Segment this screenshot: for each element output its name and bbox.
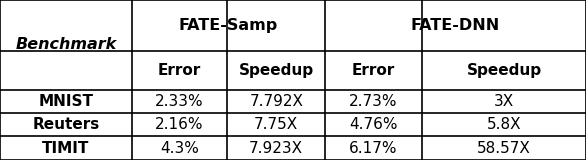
Text: FATE-Samp: FATE-Samp <box>179 18 278 33</box>
Text: 58.57X: 58.57X <box>477 141 531 156</box>
Text: 7.792X: 7.792X <box>249 94 304 109</box>
Text: Error: Error <box>158 63 201 78</box>
Text: Speedup: Speedup <box>466 63 541 78</box>
Text: 7.75X: 7.75X <box>254 117 298 132</box>
Text: Benchmark: Benchmark <box>15 37 117 52</box>
Text: 2.16%: 2.16% <box>155 117 204 132</box>
Text: Error: Error <box>352 63 395 78</box>
Text: Speedup: Speedup <box>239 63 314 78</box>
Text: 3X: 3X <box>494 94 514 109</box>
Text: 2.33%: 2.33% <box>155 94 204 109</box>
Text: MNIST: MNIST <box>39 94 93 109</box>
Text: 5.8X: 5.8X <box>486 117 522 132</box>
Text: Reuters: Reuters <box>32 117 100 132</box>
Text: 4.76%: 4.76% <box>349 117 398 132</box>
Text: 6.17%: 6.17% <box>349 141 398 156</box>
Text: TIMIT: TIMIT <box>42 141 90 156</box>
Text: 4.3%: 4.3% <box>160 141 199 156</box>
Text: FATE-DNN: FATE-DNN <box>411 18 500 33</box>
Text: 2.73%: 2.73% <box>349 94 398 109</box>
Text: 7.923X: 7.923X <box>249 141 304 156</box>
